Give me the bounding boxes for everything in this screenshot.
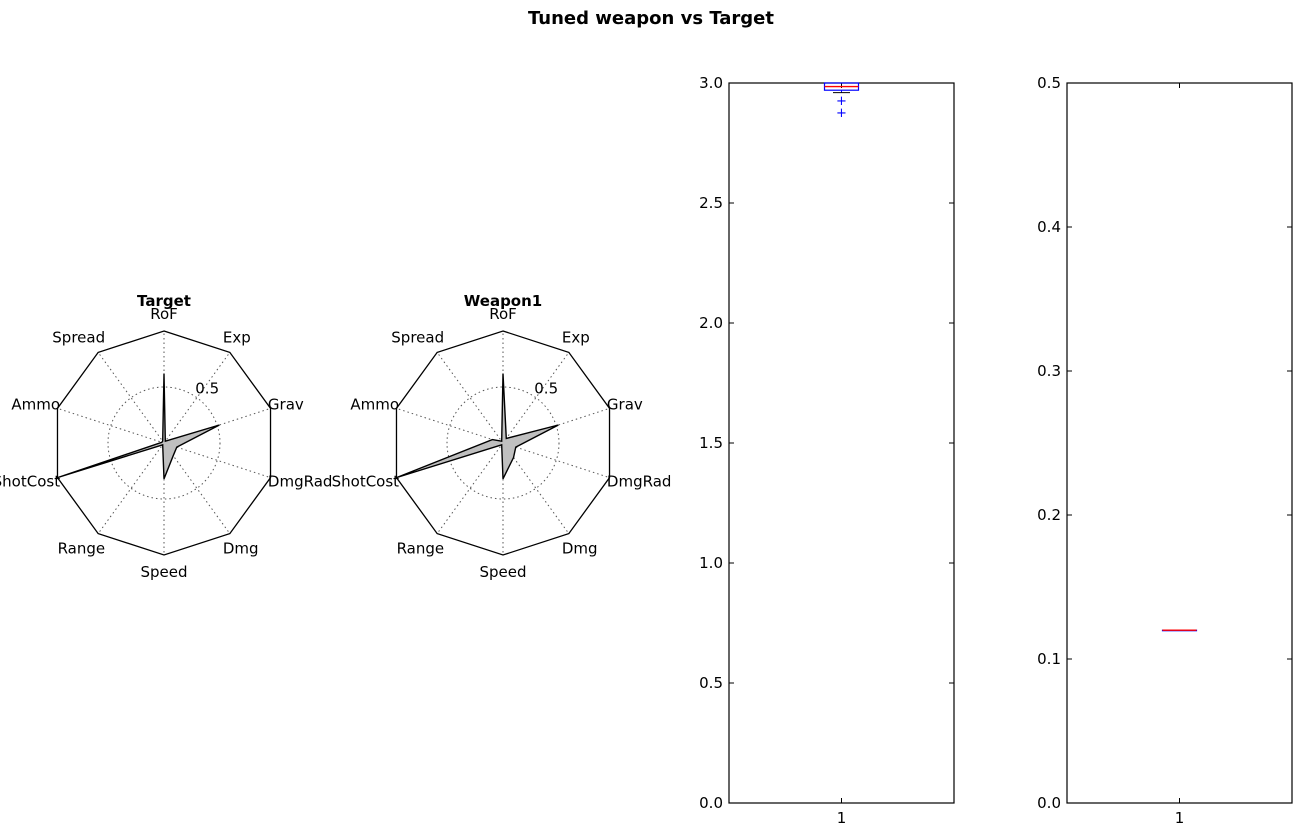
radar-axis-label-dmg: Dmg: [562, 539, 598, 557]
y-tick-label: 0.4: [1037, 218, 1061, 236]
radar-spoke-exp: [502, 352, 570, 444]
y-tick-label: 1.5: [699, 434, 723, 452]
axes-frame: [728, 82, 955, 804]
radar-axis-label-ammo: Ammo: [11, 396, 60, 414]
radar-spoke-dmg: [163, 442, 231, 534]
radar-grid-ring: [107, 386, 221, 500]
radar-chart-target: 0.5 RoF Exp Grav DmgRad Dmg Speed Range ShotCost…: [0, 292, 332, 581]
radar-spoke-range: [436, 442, 504, 534]
x-tick-label: 1: [1175, 809, 1185, 827]
radar-axis-label-range: Range: [58, 539, 106, 557]
radar-axis-label-shotcost: ShotCost: [332, 472, 400, 490]
radar-axis-label-dmgrad: DmgRad: [268, 472, 333, 490]
y-tick-label: 3.0: [699, 74, 723, 92]
radar-spoke-dmgrad: [163, 442, 271, 479]
radar-title: Target: [137, 292, 191, 310]
radar-axis-label-speed: Speed: [140, 563, 187, 581]
radar-data-polygon: [57, 373, 220, 480]
y-tick-label: 0.5: [699, 674, 723, 692]
radar-axis-label-rof: RoF: [489, 305, 517, 323]
y-tick-label: 0.3: [1037, 362, 1061, 380]
x-tick-label: 1: [837, 809, 847, 827]
radar-axis-label-dmgrad: DmgRad: [607, 472, 672, 490]
radar-axis-label-range: Range: [397, 539, 445, 557]
y-tick-label: 0.5: [1037, 74, 1061, 92]
radar-spoke-range: [97, 442, 165, 534]
radar-axis-label-rof: RoF: [150, 305, 178, 323]
y-tick-label: 0.0: [1037, 794, 1061, 812]
radar-spoke-ammo: [396, 407, 504, 444]
radar-r-tick-label: 0.5: [195, 379, 219, 397]
axes-frame: [1066, 82, 1293, 804]
radar-axis-label-grav: Grav: [607, 396, 643, 414]
y-tick-label: 0.1: [1037, 650, 1061, 668]
outlier-point: +: [836, 106, 847, 121]
radar-spoke-dmgrad: [502, 442, 610, 479]
radar-spoke-exp: [163, 352, 231, 444]
radar-r-tick-label: 0.5: [534, 379, 558, 397]
box-plot-2: 0.0 0.1 0.2 0.3 0.4 0.5 1: [1037, 74, 1293, 827]
outlier-point: +: [836, 94, 847, 109]
radar-axis-label-dmg: Dmg: [223, 539, 259, 557]
radar-axis-label-grav: Grav: [268, 396, 304, 414]
radar-axis-label-spread: Spread: [391, 329, 444, 347]
box-plot-1: 0.0 0.5 1.0 1.5 2.0 2.5 3.0 1 ++: [699, 74, 955, 827]
radar-title: Weapon1: [464, 292, 542, 310]
radar-grid-ring: [446, 386, 560, 500]
radar-data-polygon: [396, 373, 559, 480]
radar-axis-label-spread: Spread: [52, 329, 105, 347]
radar-chart-weapon1: 0.5 RoF Exp Grav DmgRad Dmg Speed Range ShotCost…: [332, 292, 672, 581]
radar-frame: [395, 330, 611, 556]
radar-spoke-spread: [97, 352, 165, 444]
figure-title: Tuned weapon vs Target: [528, 8, 774, 29]
y-tick-label: 1.0: [699, 554, 723, 572]
radar-axis-label-speed: Speed: [479, 563, 526, 581]
radar-axis-label-ammo: Ammo: [350, 396, 399, 414]
y-tick-label: 2.5: [699, 194, 723, 212]
y-tick-label: 0.0: [699, 794, 723, 812]
radar-axis-label-exp: Exp: [562, 329, 590, 347]
radar-axis-label-exp: Exp: [223, 329, 251, 347]
y-tick-label: 2.0: [699, 314, 723, 332]
radar-axis-label-shotcost: ShotCost: [0, 472, 60, 490]
radar-spoke-ammo: [57, 407, 165, 444]
radar-frame: [56, 330, 272, 556]
y-tick-label: 0.2: [1037, 506, 1061, 524]
radar-spoke-spread: [436, 352, 504, 444]
